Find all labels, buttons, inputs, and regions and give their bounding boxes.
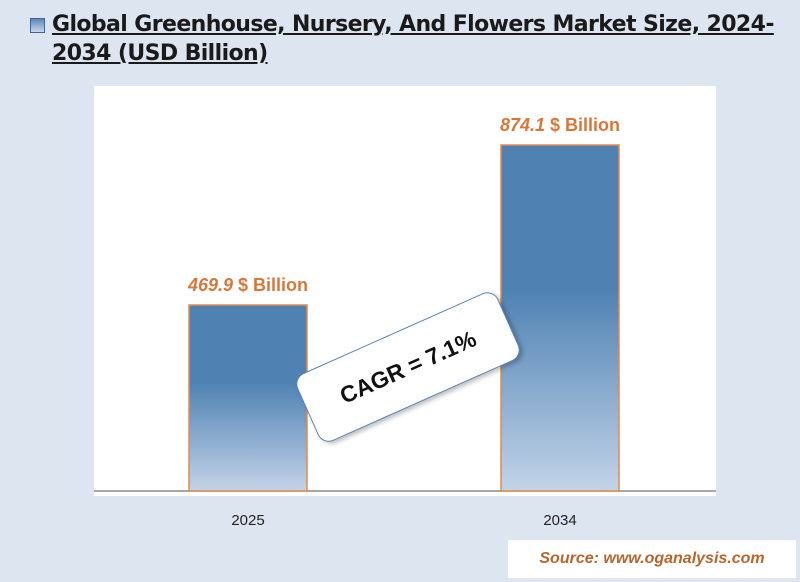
- bar-2025: [188, 304, 308, 492]
- value-label-2034: 874.1 $ Billion: [460, 115, 660, 136]
- value-unit: $ Billion: [233, 274, 309, 295]
- bar-2034: [500, 144, 620, 492]
- chart-header: Global Greenhouse, Nursery, And Flowers …: [30, 10, 790, 68]
- value-label-2025: 469.9 $ Billion: [148, 275, 348, 296]
- x-tick-label-2025: 2025: [231, 512, 265, 529]
- title-bullet-icon: [30, 18, 45, 33]
- value-unit: $ Billion: [545, 115, 621, 135]
- bar-chart-svg: [94, 144, 716, 492]
- source-box: Source: www.oganalysis.com: [508, 540, 796, 578]
- chart-title: Global Greenhouse, Nursery, And Flowers …: [52, 12, 774, 66]
- value-number: 874.1: [499, 115, 546, 135]
- x-tick-label-2034: 2034: [543, 512, 577, 529]
- plot-area: [94, 86, 716, 496]
- value-number: 469.9: [187, 274, 234, 295]
